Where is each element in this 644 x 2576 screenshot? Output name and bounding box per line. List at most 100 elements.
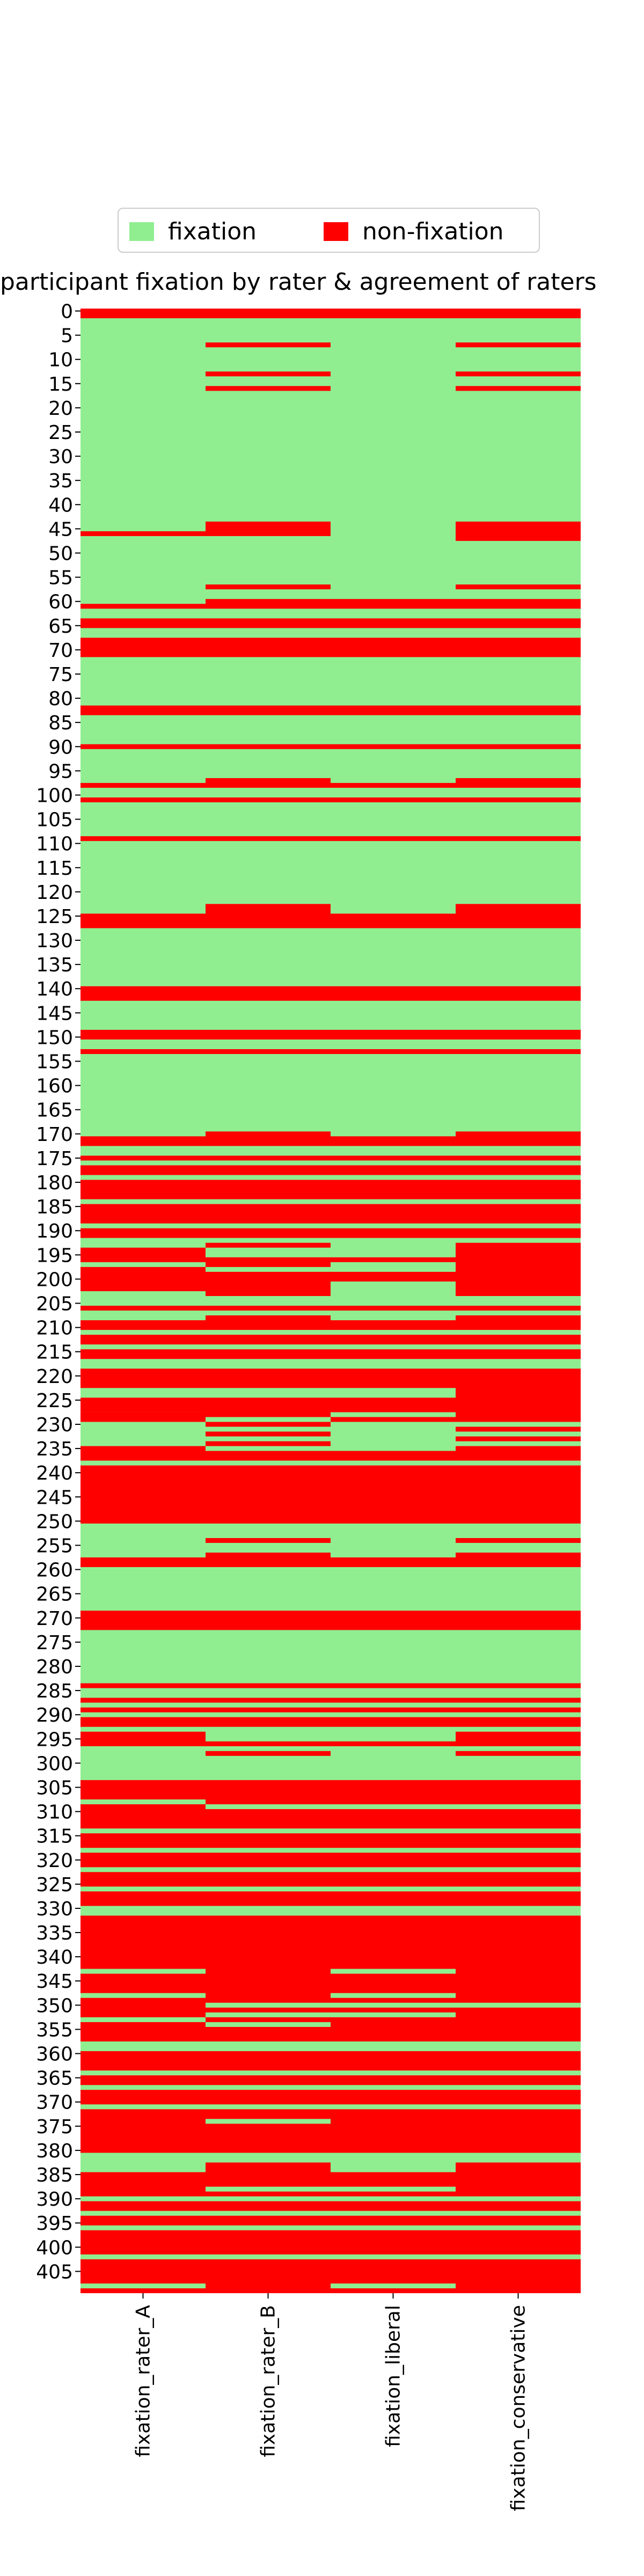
- cell-non-fixation-fixation-rater-A-23: [80, 1320, 206, 1330]
- y-tick-label-195: 195: [36, 1245, 73, 1267]
- y-tick-label-50: 50: [48, 543, 73, 565]
- cell-non-fixation-fixation-conservative-53: [456, 2090, 581, 2105]
- cell-non-fixation-fixation-liberal-46: [331, 2007, 456, 2012]
- cell-non-fixation-fixation-liberal-18: [331, 1228, 456, 1238]
- y-tick-label-40: 40: [48, 494, 73, 516]
- cell-non-fixation-fixation-liberal-47: [331, 2017, 456, 2041]
- cell-non-fixation-fixation-rater-B-9: [206, 705, 331, 715]
- cell-non-fixation-fixation-rater-B-26: [206, 1271, 331, 1296]
- cell-non-fixation-fixation-conservative-39: [456, 1707, 581, 1713]
- cell-non-fixation-fixation-liberal-34: [331, 1707, 456, 1713]
- cell-non-fixation-fixation-rater-A-8: [80, 797, 206, 802]
- y-tick-label-110: 110: [36, 833, 73, 855]
- y-tick-label-115: 115: [36, 858, 73, 880]
- cell-non-fixation-fixation-conservative-36: [456, 1611, 581, 1630]
- cell-non-fixation-fixation-rater-A-21: [80, 1267, 206, 1291]
- cell-non-fixation-fixation-liberal-56: [331, 2230, 456, 2255]
- cell-non-fixation-fixation-liberal-58: [331, 2288, 456, 2293]
- y-tick-label-130: 130: [36, 930, 73, 952]
- cell-non-fixation-fixation-rater-B-59: [206, 2090, 331, 2105]
- y-tick-label-185: 185: [36, 1196, 73, 1218]
- cell-non-fixation-fixation-conservative-30: [456, 1426, 581, 1432]
- y-tick-label-190: 190: [36, 1220, 73, 1242]
- cell-non-fixation-fixation-liberal-33: [331, 1697, 456, 1703]
- cell-non-fixation-fixation-rater-B-49: [206, 1833, 331, 1848]
- cell-non-fixation-fixation-rater-A-6: [80, 744, 206, 749]
- cell-non-fixation-fixation-conservative-10: [456, 744, 581, 749]
- cell-non-fixation-fixation-conservative-12: [456, 797, 581, 802]
- cell-non-fixation-fixation-rater-B-29: [206, 1335, 331, 1345]
- cell-non-fixation-fixation-rater-A-56: [80, 2259, 206, 2284]
- cell-non-fixation-fixation-conservative-16: [456, 1029, 581, 1040]
- cell-non-fixation-fixation-liberal-2: [331, 618, 456, 628]
- cell-non-fixation-fixation-conservative-55: [456, 2162, 581, 2197]
- cell-non-fixation-fixation-rater-B-13: [206, 836, 331, 841]
- cell-non-fixation-fixation-rater-B-21: [206, 1180, 331, 1199]
- cell-non-fixation-fixation-rater-A-48: [80, 2051, 206, 2071]
- cell-non-fixation-fixation-rater-A-53: [80, 2201, 206, 2211]
- cell-non-fixation-fixation-rater-A-49: [80, 2075, 206, 2085]
- cell-non-fixation-fixation-rater-B-27: [206, 1306, 331, 1311]
- cell-non-fixation-fixation-rater-A-52: [80, 2172, 206, 2197]
- cell-non-fixation-fixation-conservative-38: [456, 1697, 581, 1703]
- y-tick-label-390: 390: [36, 2189, 73, 2211]
- cell-non-fixation-fixation-rater-B-50: [206, 1853, 331, 1868]
- cell-non-fixation-fixation-liberal-51: [331, 2109, 456, 2153]
- cell-non-fixation-fixation-rater-A-32: [80, 1611, 206, 1630]
- y-tick-label-215: 215: [36, 1342, 73, 1364]
- cell-non-fixation-fixation-conservative-43: [456, 1780, 581, 1805]
- y-tick-label-30: 30: [48, 446, 73, 468]
- cell-non-fixation-fixation-conservative-29: [456, 1368, 581, 1422]
- y-tick-label-375: 375: [36, 2116, 73, 2138]
- y-tick-label-125: 125: [36, 906, 73, 928]
- cell-non-fixation-fixation-liberal-0: [331, 309, 456, 319]
- cell-non-fixation-fixation-rater-B-48: [206, 1809, 331, 1829]
- cell-non-fixation-fixation-liberal-14: [331, 1155, 456, 1161]
- cell-non-fixation-fixation-rater-A-54: [80, 2215, 206, 2226]
- cell-non-fixation-fixation-rater-B-28: [206, 1315, 331, 1330]
- cell-non-fixation-fixation-conservative-5: [456, 584, 581, 590]
- legend: fixation non-fixation: [118, 208, 540, 253]
- cell-non-fixation-fixation-liberal-22: [331, 1320, 456, 1330]
- x-tick-label-fixation-rater-A: fixation_rater_A: [133, 2305, 155, 2457]
- cell-non-fixation-fixation-rater-A-24: [80, 1335, 206, 1345]
- cell-non-fixation-fixation-liberal-30: [331, 1557, 456, 1568]
- cell-non-fixation-fixation-liberal-49: [331, 2075, 456, 2085]
- cell-non-fixation-fixation-conservative-50: [456, 2007, 581, 2041]
- cell-non-fixation-fixation-conservative-35: [456, 1553, 581, 1568]
- y-tick-label-20: 20: [48, 398, 73, 420]
- cell-non-fixation-fixation-liberal-17: [331, 1204, 456, 1224]
- cell-non-fixation-fixation-rater-B-33: [206, 1422, 331, 1427]
- cell-non-fixation-fixation-liberal-50: [331, 2090, 456, 2105]
- y-tick-label-290: 290: [36, 1704, 73, 1726]
- cell-non-fixation-fixation-rater-A-10: [80, 913, 206, 928]
- y-tick-label-335: 335: [36, 1922, 73, 1944]
- y-tick-label-145: 145: [36, 1002, 73, 1024]
- cell-non-fixation-fixation-rater-B-64: [206, 2201, 331, 2211]
- cell-non-fixation-fixation-liberal-44: [331, 1973, 456, 1993]
- cell-non-fixation-fixation-rater-B-62: [206, 2162, 331, 2187]
- cell-non-fixation-fixation-liberal-1: [331, 599, 456, 609]
- cell-non-fixation-fixation-conservative-47: [456, 1872, 581, 1887]
- y-tick-label-235: 235: [36, 1438, 73, 1460]
- cell-non-fixation-fixation-conservative-48: [456, 1891, 581, 1906]
- legend-label-fixation: fixation: [168, 217, 257, 245]
- cell-non-fixation-fixation-liberal-24: [331, 1349, 456, 1359]
- cell-non-fixation-fixation-rater-A-28: [80, 1412, 206, 1422]
- y-tick-label-65: 65: [48, 616, 73, 638]
- y-tick-label-5: 5: [61, 325, 73, 347]
- cell-non-fixation-fixation-rater-B-42: [206, 1697, 331, 1703]
- y-tick-label-200: 200: [36, 1269, 73, 1291]
- cell-non-fixation-fixation-liberal-19: [331, 1257, 456, 1262]
- cell-non-fixation-fixation-conservative-13: [456, 836, 581, 841]
- cell-non-fixation-fixation-conservative-15: [456, 986, 581, 1001]
- y-tick-label-75: 75: [48, 664, 73, 686]
- y-tick-label-260: 260: [36, 1560, 73, 1582]
- cell-non-fixation-fixation-conservative-26: [456, 1315, 581, 1330]
- y-tick-label-265: 265: [36, 1584, 73, 1606]
- cell-non-fixation-fixation-rater-B-31: [206, 1368, 331, 1388]
- cell-non-fixation-fixation-rater-B-2: [206, 371, 331, 377]
- cell-non-fixation-fixation-rater-A-41: [80, 1853, 206, 1868]
- y-tick-label-95: 95: [48, 760, 73, 782]
